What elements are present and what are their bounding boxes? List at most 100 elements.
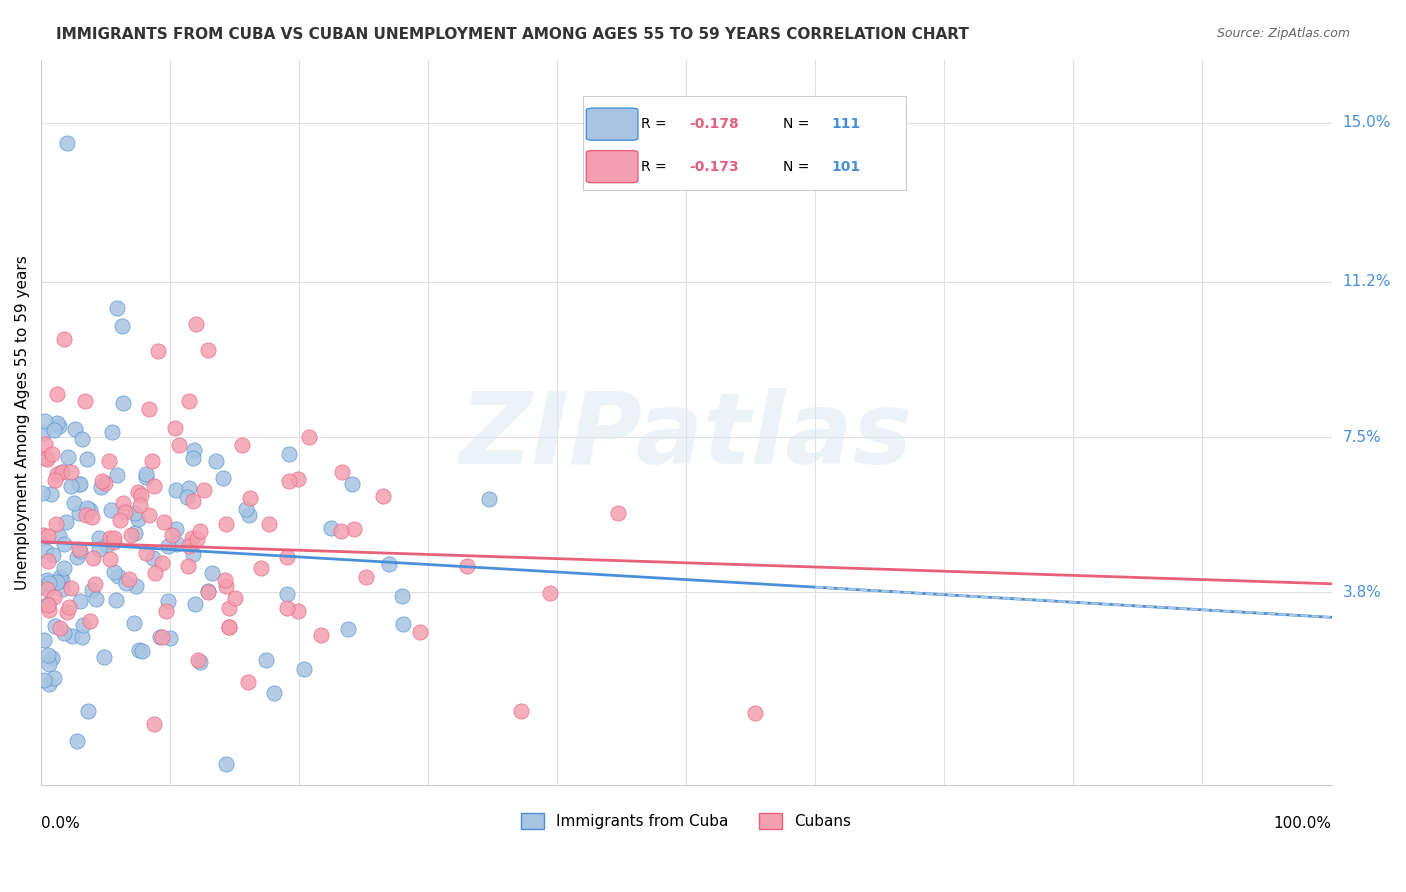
Cubans	[138, 402, 160, 417]
Cubans	[98, 531, 121, 545]
Cubans	[58, 599, 80, 614]
Immigrants from Cuba	[39, 487, 62, 501]
Cubans	[59, 581, 82, 595]
Cubans	[183, 494, 205, 508]
Immigrants from Cuba	[391, 589, 413, 603]
Immigrants from Cuba	[197, 584, 219, 599]
Immigrants from Cuba	[183, 547, 205, 561]
Cubans	[218, 620, 240, 634]
Cubans	[150, 556, 173, 570]
Immigrants from Cuba	[391, 617, 413, 632]
Immigrants from Cuba	[80, 582, 103, 597]
Cubans	[35, 452, 58, 467]
Immigrants from Cuba	[477, 491, 499, 506]
Cubans	[135, 546, 157, 560]
Immigrants from Cuba	[149, 630, 172, 644]
Immigrants from Cuba	[69, 594, 91, 608]
Cubans	[278, 474, 301, 488]
Cubans	[46, 386, 69, 401]
Immigrants from Cuba	[142, 550, 165, 565]
Cubans	[231, 438, 253, 452]
Text: IMMIGRANTS FROM CUBA VS CUBAN UNEMPLOYMENT AMONG AGES 55 TO 59 YEARS CORRELATION: IMMIGRANTS FROM CUBA VS CUBAN UNEMPLOYME…	[56, 27, 969, 42]
Immigrants from Cuba	[277, 447, 299, 461]
Cubans	[287, 471, 309, 485]
Cubans	[309, 628, 332, 642]
Immigrants from Cuba	[45, 575, 67, 590]
Cubans	[150, 630, 173, 644]
Immigrants from Cuba	[69, 544, 91, 558]
Immigrants from Cuba	[66, 549, 89, 564]
Immigrants from Cuba	[87, 542, 110, 557]
Cubans	[37, 529, 59, 543]
Cubans	[98, 453, 121, 467]
Cubans	[129, 499, 152, 513]
Cubans	[67, 541, 90, 556]
Immigrants from Cuba	[238, 508, 260, 523]
Immigrants from Cuba	[66, 734, 89, 748]
Cubans	[342, 522, 364, 536]
Cubans	[186, 532, 208, 546]
Cubans	[103, 535, 125, 549]
Cubans	[330, 466, 353, 480]
Immigrants from Cuba	[131, 644, 153, 658]
Immigrants from Cuba	[183, 443, 205, 458]
Immigrants from Cuba	[63, 422, 86, 436]
Immigrants from Cuba	[41, 650, 63, 665]
Immigrants from Cuba	[135, 470, 157, 484]
Immigrants from Cuba	[184, 597, 207, 611]
Immigrants from Cuba	[34, 414, 56, 428]
Immigrants from Cuba	[70, 630, 93, 644]
Immigrants from Cuba	[340, 476, 363, 491]
Cubans	[59, 466, 82, 480]
Immigrants from Cuba	[49, 569, 72, 583]
Immigrants from Cuba	[263, 686, 285, 700]
Immigrants from Cuba	[157, 593, 180, 607]
Cubans	[145, 566, 167, 580]
Immigrants from Cuba	[125, 579, 148, 593]
Immigrants from Cuba	[96, 538, 118, 552]
Immigrants from Cuba	[44, 671, 66, 685]
Cubans	[120, 527, 142, 541]
Immigrants from Cuba	[51, 466, 73, 480]
Immigrants from Cuba	[84, 592, 107, 607]
Immigrants from Cuba	[100, 425, 122, 439]
Text: 7.5%: 7.5%	[1343, 430, 1381, 444]
Text: 100.0%: 100.0%	[1274, 815, 1331, 830]
Immigrants from Cuba	[159, 631, 181, 645]
Cubans	[177, 393, 200, 408]
Cubans	[141, 453, 163, 467]
Cubans	[98, 552, 121, 566]
Cubans	[197, 585, 219, 599]
Cubans	[129, 488, 152, 502]
Cubans	[138, 508, 160, 522]
Immigrants from Cuba	[124, 526, 146, 541]
Cubans	[257, 517, 280, 532]
Cubans	[276, 600, 298, 615]
Cubans	[148, 344, 170, 359]
Cubans	[42, 590, 65, 604]
Immigrants from Cuba	[177, 482, 200, 496]
Y-axis label: Unemployment Among Ages 55 to 59 years: Unemployment Among Ages 55 to 59 years	[15, 255, 30, 590]
Immigrants from Cuba	[79, 503, 101, 517]
Cubans	[35, 450, 58, 465]
Cubans	[35, 582, 58, 596]
Immigrants from Cuba	[104, 592, 127, 607]
Immigrants from Cuba	[60, 628, 83, 642]
Immigrants from Cuba	[115, 576, 138, 591]
Immigrants from Cuba	[59, 479, 82, 493]
Immigrants from Cuba	[53, 626, 76, 640]
Cubans	[90, 474, 112, 488]
Immigrants from Cuba	[176, 491, 198, 505]
Cubans	[84, 577, 107, 591]
Cubans	[114, 506, 136, 520]
Text: 0.0%: 0.0%	[41, 815, 80, 830]
Cubans	[75, 394, 97, 409]
Cubans	[45, 467, 67, 481]
Cubans	[509, 704, 531, 718]
Cubans	[143, 717, 166, 731]
Cubans	[75, 508, 97, 522]
Immigrants from Cuba	[37, 597, 59, 611]
Cubans	[79, 614, 101, 628]
Immigrants from Cuba	[212, 470, 235, 484]
Immigrants from Cuba	[55, 515, 77, 529]
